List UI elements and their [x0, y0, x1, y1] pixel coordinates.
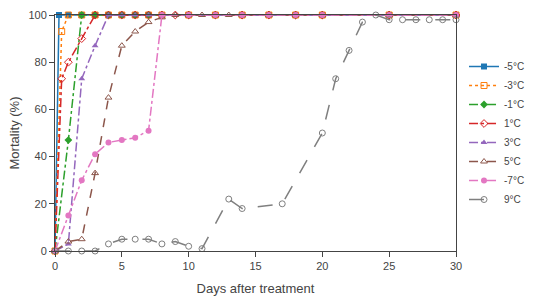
svg-text:5: 5 [119, 260, 125, 272]
svg-text:-3°C: -3°C [504, 80, 524, 91]
svg-text:20: 20 [35, 198, 47, 210]
svg-text:10: 10 [183, 260, 195, 272]
svg-text:-1°C: -1°C [504, 99, 524, 110]
svg-text:9°C: 9°C [504, 194, 521, 205]
svg-text:30: 30 [450, 260, 462, 272]
svg-text:3°C: 3°C [504, 137, 521, 148]
svg-text:40: 40 [35, 150, 47, 162]
svg-text:0: 0 [52, 260, 58, 272]
svg-text:Days after treatment: Days after treatment [197, 281, 315, 296]
svg-text:80: 80 [35, 56, 47, 68]
svg-text:100: 100 [28, 9, 46, 21]
svg-text:25: 25 [383, 260, 395, 272]
svg-text:-7°C: -7°C [504, 175, 524, 186]
svg-text:Mortality (%): Mortality (%) [7, 97, 22, 170]
svg-text:15: 15 [249, 260, 261, 272]
svg-text:1°C: 1°C [504, 118, 521, 129]
svg-text:5°C: 5°C [504, 156, 521, 167]
svg-text:0: 0 [41, 245, 47, 257]
svg-text:20: 20 [316, 260, 328, 272]
svg-text:-5°C: -5°C [504, 61, 524, 72]
svg-text:60: 60 [35, 103, 47, 115]
